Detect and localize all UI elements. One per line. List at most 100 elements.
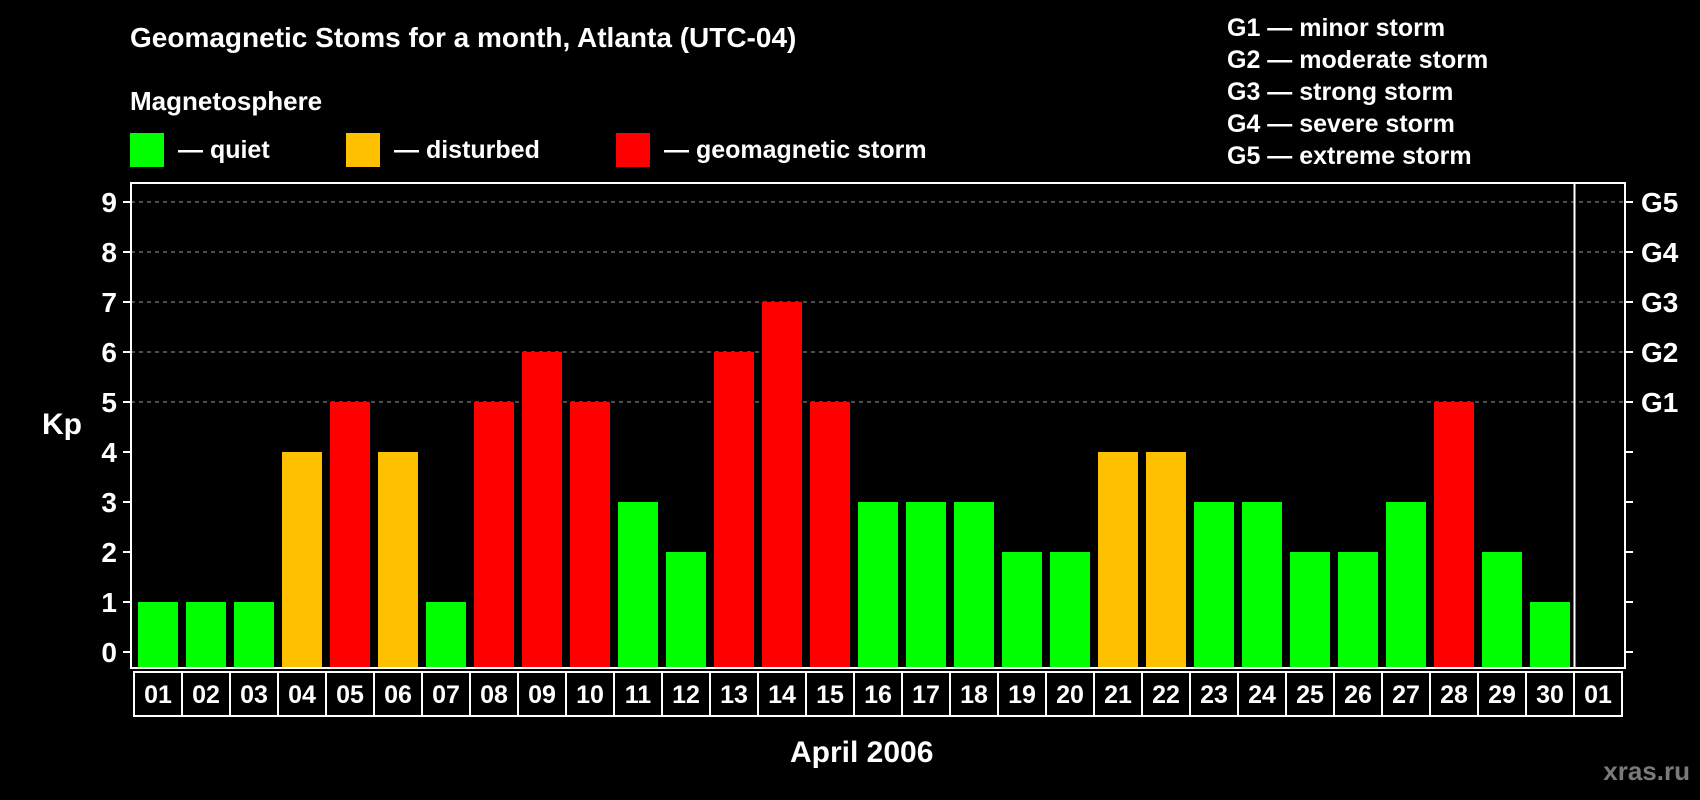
- x-axis-label: April 2006: [790, 736, 934, 769]
- x-tick-label-10: 11: [625, 681, 652, 709]
- legend-label-quiet: — quiet: [178, 135, 270, 164]
- x-tick-label-9: 10: [576, 681, 604, 709]
- storm-scale-g2: G2 — moderate storm: [1227, 46, 1489, 74]
- x-tick-label-11: 12: [672, 681, 700, 709]
- x-tick-label-18: 19: [1008, 681, 1036, 709]
- x-axis: 01 02 03 04 05 06 07 08 09 10 11 12 13 14 15 16 17 18 19 20…: [133, 671, 1623, 717]
- x-tick-label-25: 26: [1344, 681, 1372, 709]
- bar-07: [426, 602, 466, 668]
- x-tick-label-29: 30: [1536, 681, 1564, 709]
- g-label-G4: G4: [1641, 237, 1679, 268]
- x-tick-label-6: 07: [432, 681, 460, 709]
- bar-18: [954, 502, 994, 668]
- y-tick-label-4: 4: [101, 437, 117, 468]
- x-tick-label-1: 02: [192, 681, 220, 709]
- watermark: xras.ru: [1603, 756, 1690, 786]
- x-tick-label-19: 20: [1056, 681, 1084, 709]
- x-tick-label-16: 17: [912, 681, 940, 709]
- bar-11: [618, 502, 658, 668]
- bar-22: [1146, 452, 1186, 668]
- g-label-G2: G2: [1641, 337, 1678, 368]
- x-cell-30: [1573, 671, 1623, 717]
- y-tick-label-0: 0: [101, 637, 117, 668]
- bar-13: [714, 352, 754, 668]
- y-tick-label-5: 5: [101, 387, 117, 418]
- legend-label-disturbed: — disturbed: [394, 135, 540, 164]
- bars: [138, 302, 1570, 668]
- grid-lines: [131, 201, 1625, 403]
- bar-04: [282, 452, 322, 668]
- y-tick-label-9: 9: [101, 187, 117, 218]
- x-tick-label-4: 05: [336, 681, 364, 709]
- x-tick-label-24: 25: [1296, 681, 1324, 709]
- y-axis: 0 1 2 3 4 5 6 7 8 9: [101, 187, 131, 668]
- x-tick-label-28: 29: [1488, 681, 1516, 709]
- y-tick-label-7: 7: [101, 287, 117, 318]
- x-tick-label-14: 15: [816, 681, 844, 709]
- right-axis: G1 G2 G3 G4 G5: [1625, 187, 1679, 653]
- x-tick-label-2: 03: [240, 681, 268, 709]
- bar-03: [234, 602, 274, 668]
- x-tick-label-5: 06: [384, 681, 412, 709]
- y-tick-label-6: 6: [101, 337, 117, 368]
- legend-item-quiet: — quiet: [130, 133, 270, 167]
- storm-scale-g3: G3 — strong storm: [1227, 78, 1454, 106]
- bar-10: [570, 402, 610, 668]
- bar-17: [906, 502, 946, 668]
- x-tick-label-0: 01: [144, 681, 172, 709]
- x-tick-label-21: 22: [1152, 681, 1180, 709]
- bar-05: [330, 402, 370, 668]
- bar-28: [1434, 402, 1474, 668]
- storm-scale-g5: G5 — extreme storm: [1227, 142, 1472, 170]
- bar-01: [138, 602, 178, 668]
- bar-14: [762, 302, 802, 668]
- bar-06: [378, 452, 418, 668]
- storm-scale-g4: G4 — severe storm: [1227, 110, 1455, 138]
- x-tick-label-17: 18: [960, 681, 988, 709]
- x-tick-label-13: 14: [768, 681, 796, 709]
- legend-heading: Magnetosphere: [130, 86, 323, 116]
- bar-12: [666, 552, 706, 668]
- y-tick-label-2: 2: [101, 537, 117, 568]
- y-tick-label-8: 8: [101, 237, 117, 268]
- bar-09: [522, 352, 562, 668]
- bar-08: [474, 402, 514, 668]
- legend-label-storm: — geomagnetic storm: [664, 135, 927, 164]
- legend-swatch-storm: [616, 133, 650, 167]
- bar-24: [1242, 502, 1282, 668]
- bar-15: [810, 402, 850, 668]
- chart-title: Geomagnetic Stoms for a month, Atlanta (…: [130, 22, 797, 53]
- x-tick-label-20: 21: [1104, 681, 1132, 709]
- y-tick-label-1: 1: [101, 587, 117, 618]
- bar-20: [1050, 552, 1090, 668]
- g-label-G1: G1: [1641, 387, 1678, 418]
- x-tick-label-3: 04: [288, 681, 316, 709]
- bar-26: [1338, 552, 1378, 668]
- bar-30: [1530, 602, 1570, 668]
- legend-item-storm: — geomagnetic storm: [616, 133, 927, 167]
- legend-swatch-quiet: [130, 133, 164, 167]
- storm-scale-g1: G1 — minor storm: [1227, 14, 1446, 42]
- bar-16: [858, 502, 898, 668]
- legend-swatch-disturbed: [346, 133, 380, 167]
- bar-23: [1194, 502, 1234, 668]
- x-tick-label-8: 09: [528, 681, 556, 709]
- x-tick-label-23: 24: [1248, 681, 1276, 709]
- bar-19: [1002, 552, 1042, 668]
- g-label-G3: G3: [1641, 287, 1678, 318]
- legend-item-disturbed: — disturbed: [346, 133, 540, 167]
- x-tick-label-27: 28: [1440, 681, 1468, 709]
- x-tick-label-15: 16: [864, 681, 892, 709]
- y-axis-label: Kp: [42, 408, 82, 441]
- bar-25: [1290, 552, 1330, 668]
- storm-scale-list: G1 — minor storm G2 — moderate storm G3 …: [1227, 12, 1488, 172]
- plot-frame: [130, 182, 1626, 669]
- y-tick-label-3: 3: [101, 487, 117, 518]
- x-tick-label-22: 23: [1200, 681, 1228, 709]
- x-tick-label-12: 13: [720, 681, 748, 709]
- g-label-G5: G5: [1641, 187, 1678, 218]
- x-tick-label-7: 08: [480, 681, 508, 709]
- bar-27: [1386, 502, 1426, 668]
- bar-02: [186, 602, 226, 668]
